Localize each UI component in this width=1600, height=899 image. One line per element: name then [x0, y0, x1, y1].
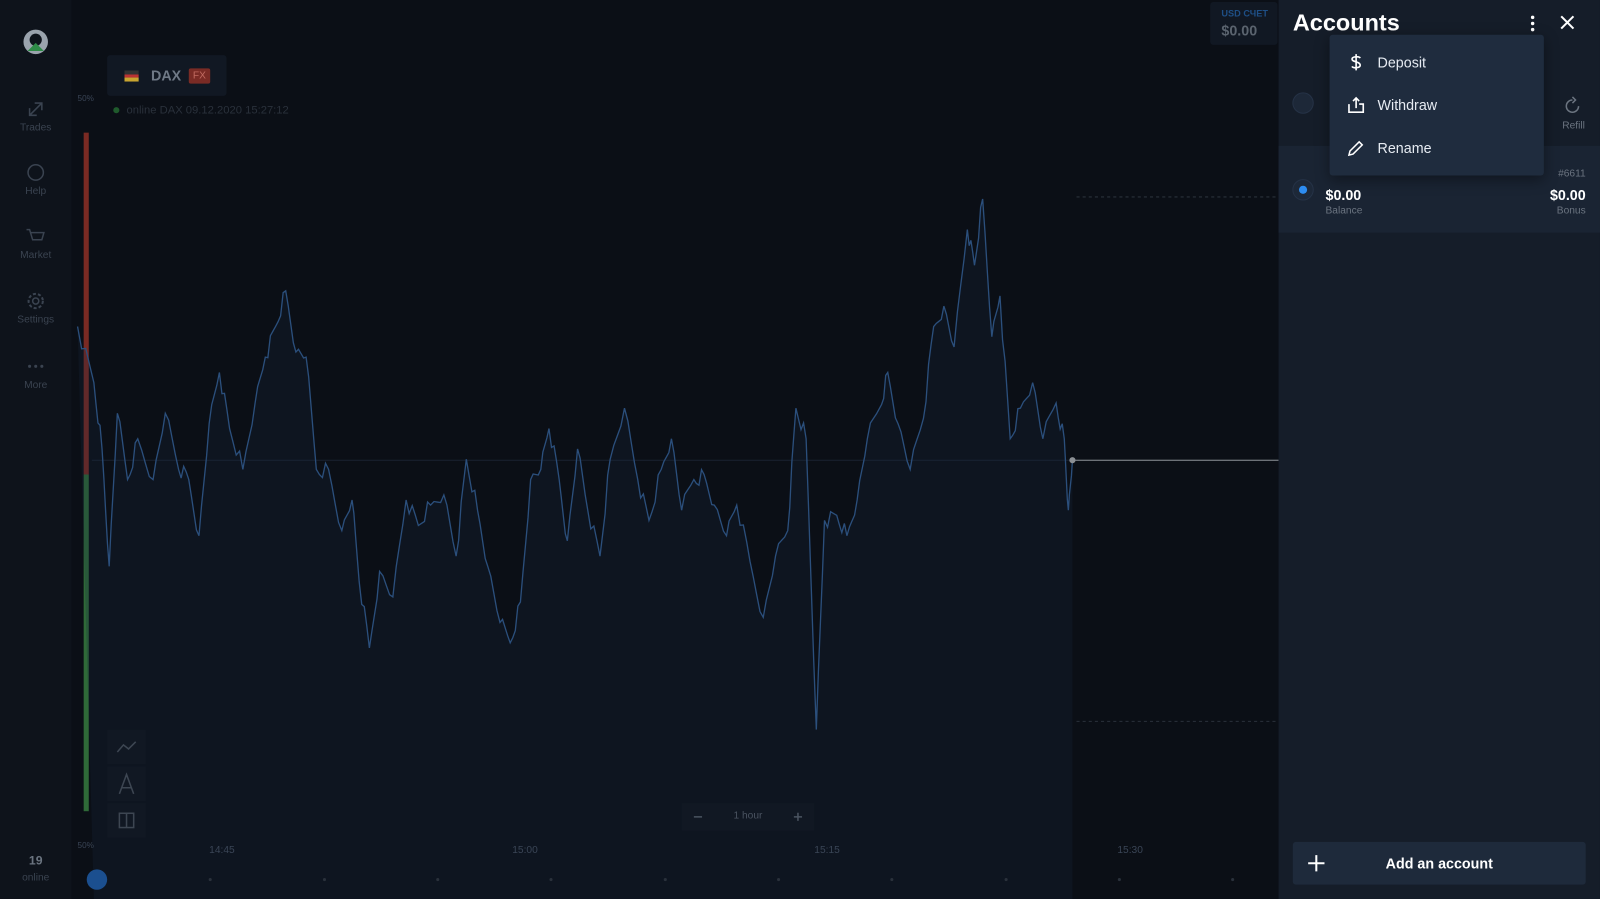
menu-withdraw[interactable]: Withdraw — [1330, 84, 1544, 127]
tool-layout[interactable] — [107, 803, 146, 838]
time-label: 15:00 — [512, 844, 538, 857]
balance-label: Balance — [1325, 205, 1363, 217]
close-button[interactable] — [1558, 13, 1576, 31]
time-label: 14:45 — [209, 844, 235, 857]
status-dot — [113, 107, 120, 114]
asset-name: DAX — [151, 67, 182, 84]
account-id: #6611 — [1558, 168, 1586, 180]
nav-label: Market — [20, 249, 52, 262]
menu-rename[interactable]: Rename — [1330, 127, 1544, 170]
online-count: 19 — [28, 853, 43, 868]
menu-label: Withdraw — [1377, 96, 1438, 114]
nav-label: Settings — [17, 314, 55, 326]
panel-title: Accounts — [1292, 9, 1400, 36]
bonus-label: Bonus — [1556, 205, 1586, 217]
top-percent: 50% — [77, 93, 94, 104]
account-balance: $0.00 — [1325, 186, 1362, 204]
tool-drawing[interactable] — [107, 766, 146, 802]
nav-label: Trades — [20, 122, 52, 134]
refill-icon[interactable] — [1562, 96, 1582, 116]
asset-tab[interactable]: DAX FX — [107, 55, 227, 96]
account-radio-selected[interactable] — [1291, 178, 1315, 202]
zoom-in[interactable] — [782, 803, 815, 831]
nav-label: Help — [25, 185, 47, 197]
account-radio[interactable] — [1291, 91, 1315, 115]
refill-label: Refill — [1562, 120, 1585, 132]
account-switch[interactable]: USD СЧЕТ $0.00 — [1210, 2, 1278, 45]
sidebar: Trades Help Market Settings More 19 onli… — [0, 0, 72, 899]
timeframe-control: 1 hour — [681, 803, 815, 831]
nav-trades[interactable]: Trades — [0, 100, 71, 134]
more-button[interactable] — [1523, 12, 1541, 34]
account-label: USD СЧЕТ — [1221, 8, 1268, 19]
account-menu: Deposit Withdraw Rename — [1329, 34, 1544, 176]
time-label: 15:15 — [814, 844, 840, 857]
menu-deposit[interactable]: Deposit — [1330, 41, 1544, 84]
account-balance: $0.00 — [1221, 22, 1258, 39]
chart-status: online DAX 09.12.2020 15:27:12 — [126, 104, 289, 117]
timeframe: 1 hour — [733, 810, 763, 822]
tool-indicators[interactable] — [107, 729, 146, 765]
add-account-button[interactable]: Add an account — [1292, 841, 1586, 885]
account-bonus: $0.00 — [1549, 186, 1586, 204]
nav-more[interactable]: More — [0, 357, 71, 391]
nav-help[interactable]: Help — [0, 163, 71, 197]
menu-label: Deposit — [1377, 54, 1426, 71]
menu-label: Rename — [1377, 139, 1432, 157]
logo — [23, 29, 48, 55]
asset-badge: FX — [188, 68, 210, 84]
bottom-percent: 50% — [77, 840, 94, 850]
nav-settings[interactable]: Settings — [0, 292, 71, 326]
nav-label: More — [24, 379, 48, 391]
online-label: online — [22, 872, 50, 884]
zoom-out[interactable] — [682, 803, 715, 831]
add-account-label: Add an account — [1385, 855, 1493, 872]
time-label: 15:30 — [1117, 844, 1143, 857]
chart-tools — [107, 729, 146, 838]
nav-market[interactable]: Market — [0, 228, 71, 262]
